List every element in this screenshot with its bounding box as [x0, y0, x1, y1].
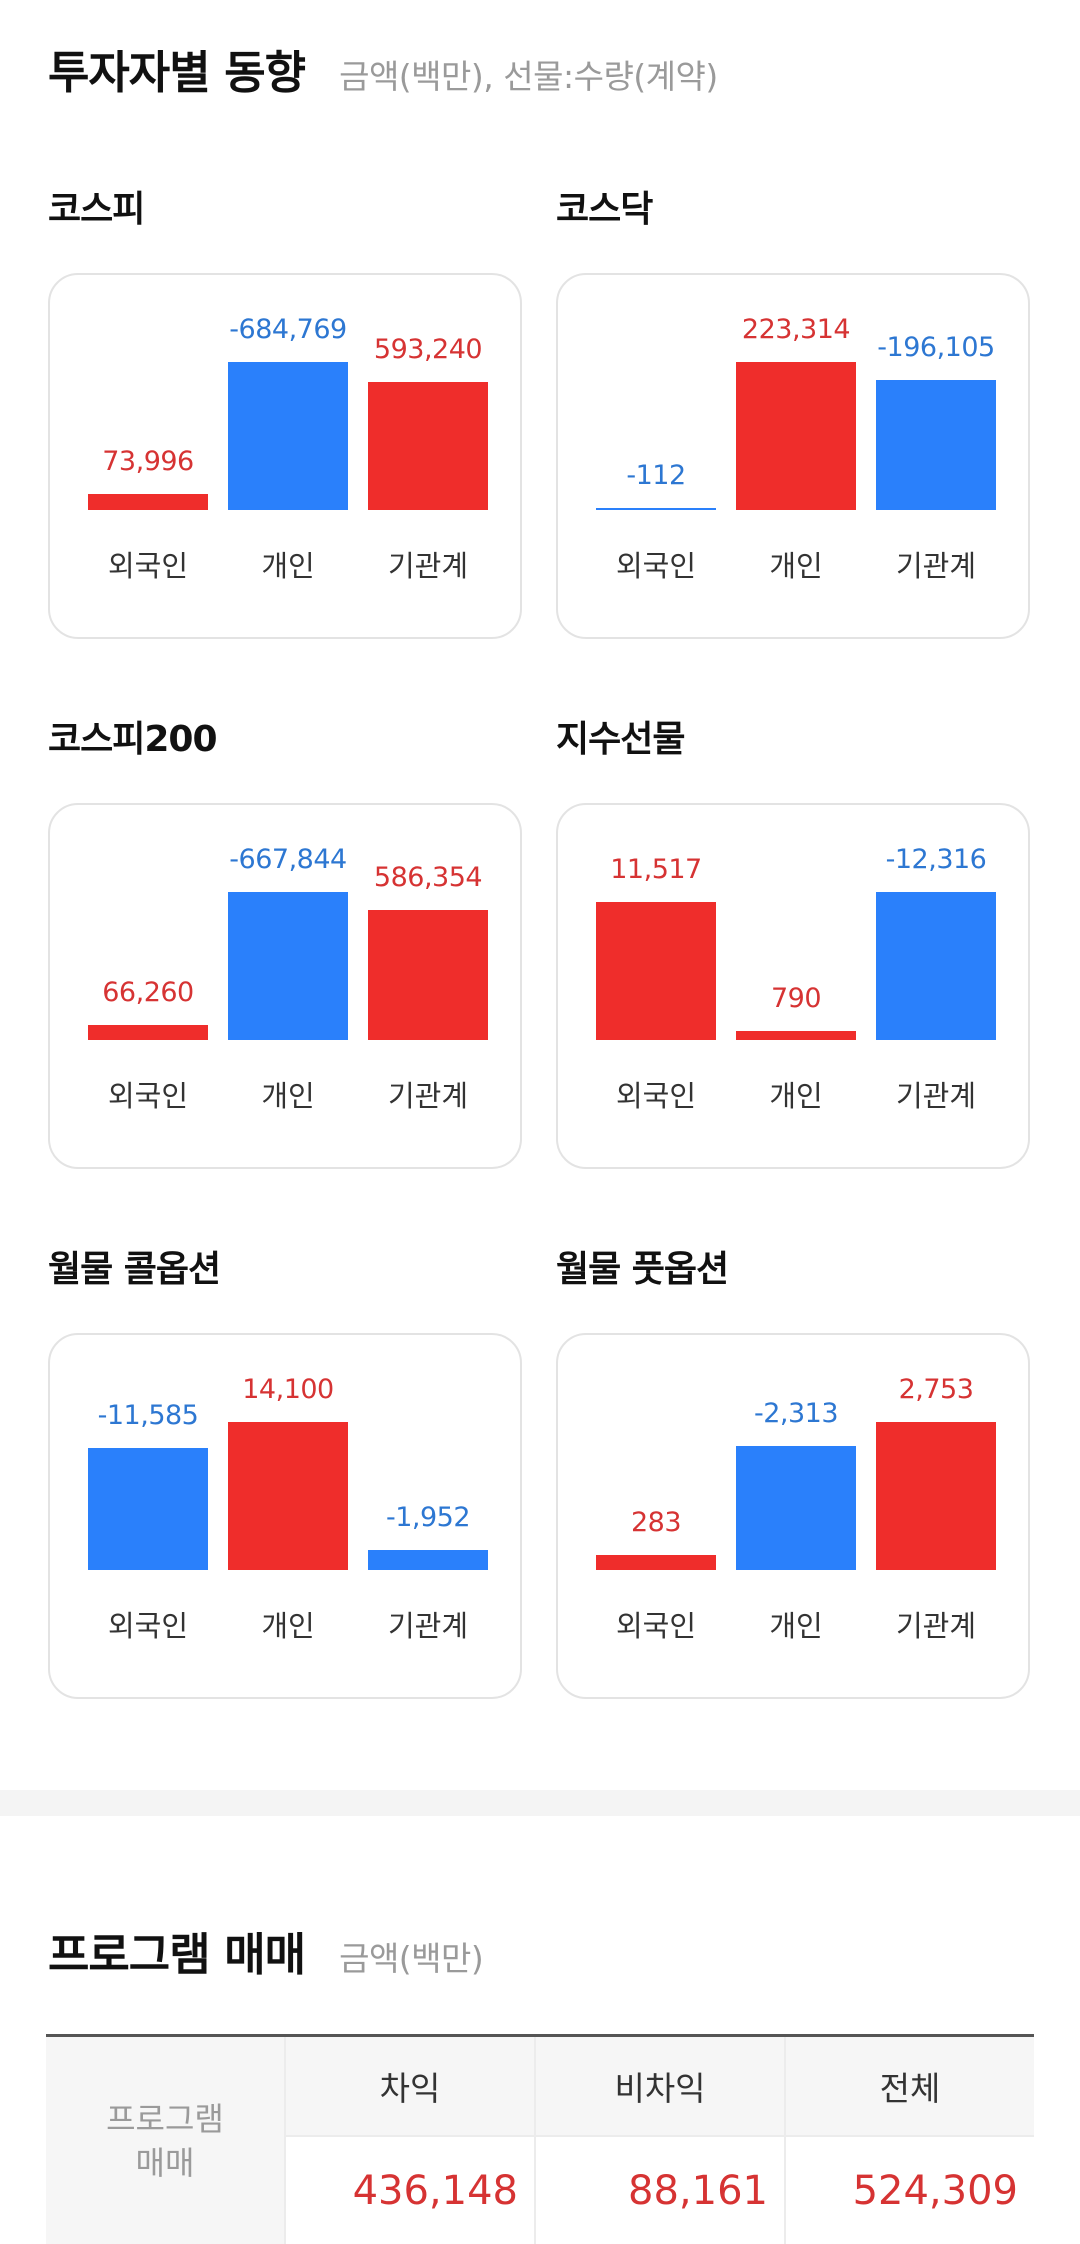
bar-value-label: 73,996 [102, 446, 194, 477]
investor-type-label: 개인 [769, 1609, 823, 1643]
program-trading-title: 프로그램 매매 [48, 1928, 306, 1981]
panel-title: 코스피200 [48, 719, 218, 760]
cell-non-arbitrage-value: 88,161 [536, 2137, 786, 2244]
chart-bar [876, 1422, 996, 1570]
investor-chart-card: 66,260 외국인 -667,844 개인 586,354 기관계 [48, 803, 522, 1169]
panel-title: 코스닥 [556, 189, 653, 230]
chart-bar [596, 902, 716, 1040]
panel-title: 코스피 [48, 189, 145, 230]
investor-type-label: 외국인 [107, 1609, 189, 1643]
chart-bar [228, 362, 348, 510]
chart-bar [596, 1555, 716, 1570]
investor-type-label: 기관계 [387, 1079, 469, 1113]
bar-value-label: -11,585 [97, 1400, 199, 1431]
bar-value-label: 14,100 [242, 1374, 334, 1405]
panel-title: 월물 풋옵션 [556, 1249, 729, 1290]
program-trading-header: 프로그램 매매 금액(백만) [48, 1918, 484, 1983]
bar-value-label: -667,844 [229, 844, 347, 875]
chart-bar [368, 910, 488, 1040]
bar-value-label: -12,316 [885, 844, 987, 875]
investor-type-label: 개인 [261, 1079, 315, 1113]
chart-bar [876, 380, 996, 510]
investor-chart-card: -112 외국인 223,314 개인 -196,105 기관계 [556, 273, 1030, 639]
bar-value-label: -2,313 [753, 1398, 839, 1429]
chart-bar [596, 508, 716, 510]
investor-type-label: 외국인 [107, 1079, 189, 1113]
investor-trend-subtitle: 금액(백만), 선물:수량(계약) [339, 57, 718, 96]
investor-type-label: 기관계 [387, 549, 469, 583]
chart-bar [876, 892, 996, 1040]
column-header-arbitrage: 차익 [286, 2037, 536, 2137]
chart-bar [368, 1550, 488, 1570]
chart-bar [368, 382, 488, 510]
chart-bar [88, 494, 208, 510]
column-header-total: 전체 [786, 2037, 1034, 2137]
investor-type-label: 기관계 [895, 1609, 977, 1643]
bar-value-label: 790 [770, 983, 822, 1014]
program-row-header: 프로그램 매매 [46, 2037, 286, 2244]
investor-type-label: 기관계 [387, 1609, 469, 1643]
column-header-non-arbitrage: 비차익 [536, 2037, 786, 2137]
investor-type-label: 외국인 [107, 549, 189, 583]
bar-value-label: 593,240 [373, 334, 483, 365]
panel-title: 지수선물 [556, 719, 685, 760]
chart-bar [736, 362, 856, 510]
chart-bar [88, 1025, 208, 1040]
panel-title: 월물 콜옵션 [48, 1249, 221, 1290]
table-top-border [46, 2034, 1034, 2037]
bar-value-label: 66,260 [102, 977, 194, 1008]
investor-chart-card: 11,517 외국인 790 개인 -12,316 기관계 [556, 803, 1030, 1169]
cell-arbitrage-value: 436,148 [286, 2137, 536, 2244]
chart-bar [228, 1422, 348, 1570]
bar-value-label: -684,769 [229, 314, 347, 345]
investor-type-label: 개인 [769, 1079, 823, 1113]
bar-value-label: 2,753 [898, 1374, 974, 1405]
cell-total-value: 524,309 [786, 2137, 1034, 2244]
bar-value-label: 223,314 [741, 314, 851, 345]
bar-value-label: 11,517 [610, 854, 702, 885]
program-trading-subtitle: 금액(백만) [339, 1939, 484, 1978]
bar-value-label: -112 [626, 460, 686, 491]
bar-value-label: -196,105 [877, 332, 995, 363]
investor-chart-card: 283 외국인 -2,313 개인 2,753 기관계 [556, 1333, 1030, 1699]
investor-type-label: 외국인 [615, 549, 697, 583]
bar-value-label: 283 [630, 1507, 682, 1538]
chart-bar [88, 1448, 208, 1570]
investor-type-label: 개인 [769, 549, 823, 583]
program-trading-table: 프로그램 매매 차익 비차익 전체 436,148 88,161 524,309 [46, 2034, 1034, 2244]
bar-value-label: -1,952 [385, 1502, 471, 1533]
investor-type-label: 외국인 [615, 1609, 697, 1643]
investor-trend-header: 투자자별 동향 금액(백만), 선물:수량(계약) [48, 36, 718, 101]
investor-chart-card: -11,585 외국인 14,100 개인 -1,952 기관계 [48, 1333, 522, 1699]
investor-chart-card: 73,996 외국인 -684,769 개인 593,240 기관계 [48, 273, 522, 639]
investor-type-label: 개인 [261, 1609, 315, 1643]
section-divider [0, 1790, 1080, 1816]
program-row-header-line2: 매매 [135, 2143, 195, 2182]
investor-type-label: 기관계 [895, 1079, 977, 1113]
chart-bar [736, 1031, 856, 1040]
chart-bar [228, 892, 348, 1040]
investor-type-label: 개인 [261, 549, 315, 583]
investor-type-label: 외국인 [615, 1079, 697, 1113]
chart-bar [736, 1446, 856, 1570]
bar-value-label: 586,354 [373, 862, 483, 893]
investor-trend-title: 투자자별 동향 [48, 46, 306, 99]
investor-type-label: 기관계 [895, 549, 977, 583]
program-row-header-line1: 프로그램 [106, 2099, 224, 2138]
